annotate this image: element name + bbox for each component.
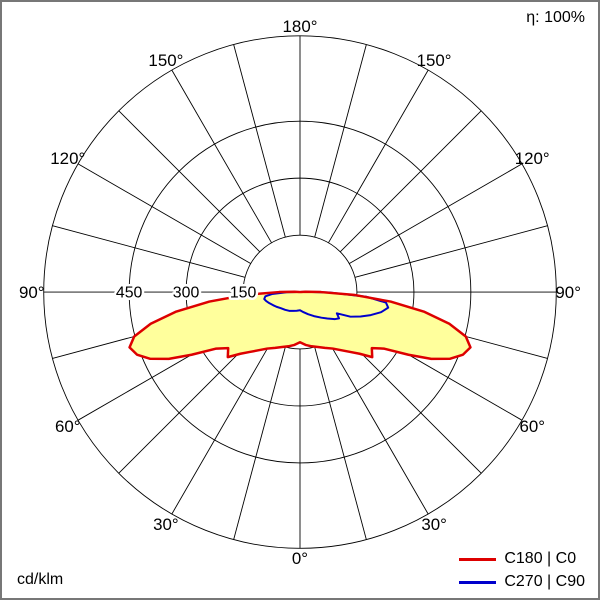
grid-spoke <box>171 69 272 243</box>
efficiency-label: η: 100% <box>526 9 585 26</box>
grid-spoke <box>354 225 548 278</box>
legend-swatch <box>459 557 497 561</box>
grid-spoke <box>233 44 286 238</box>
angle-label: 90° <box>19 283 45 302</box>
grid-spoke <box>339 110 482 253</box>
radial-tick-label: 150 <box>230 285 257 302</box>
angle-label: 90° <box>555 283 581 302</box>
grid-spoke <box>328 69 429 243</box>
angle-label: 0° <box>292 549 308 568</box>
grid-spoke <box>328 341 429 515</box>
angle-label: 150° <box>417 51 452 70</box>
angle-label: 180° <box>283 17 318 36</box>
radial-tick-label: 450 <box>116 285 143 302</box>
legend-label: C180 | C0 <box>504 550 577 567</box>
grid-spoke <box>118 110 261 253</box>
angle-label: 30° <box>153 515 179 534</box>
angle-label: 60° <box>55 417 81 436</box>
curve-c180-c0 <box>128 290 472 361</box>
legend-label: C270 | C90 <box>504 573 585 590</box>
grid-spoke <box>314 44 367 238</box>
grid-spoke <box>77 163 251 264</box>
grid-spoke <box>349 163 523 264</box>
angle-label: 120° <box>50 149 85 168</box>
angle-label: 60° <box>519 417 545 436</box>
legend-swatch <box>459 580 497 584</box>
legend-item: C180 | C0 <box>459 550 585 568</box>
angle-label: 150° <box>148 51 183 70</box>
grid-spoke <box>52 225 246 278</box>
unit-label: cd/klm <box>17 571 64 588</box>
radial-tick-label: 300 <box>173 285 200 302</box>
grid-spoke <box>314 346 367 540</box>
legend-item: C270 | C90 <box>459 573 585 591</box>
angle-label: 30° <box>421 515 447 534</box>
angle-label: 120° <box>515 149 550 168</box>
legend: C180 | C0 C270 | C90 <box>459 550 585 591</box>
grid-spoke <box>171 341 272 515</box>
grid-spoke <box>233 346 286 540</box>
